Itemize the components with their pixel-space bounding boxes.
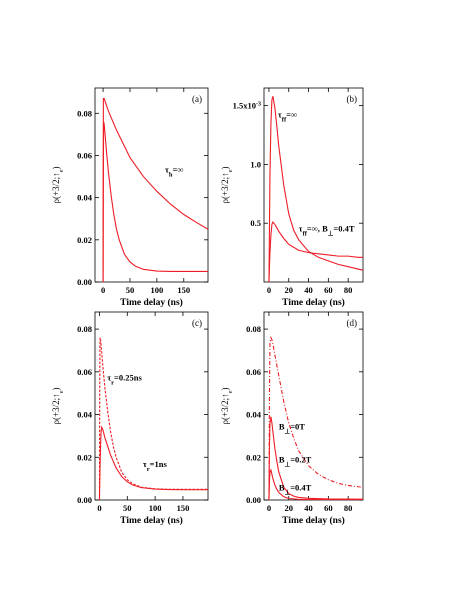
plot-frame xyxy=(94,87,209,283)
x-tick-label: 20 xyxy=(285,285,294,295)
x-tick-label: 40 xyxy=(304,503,313,513)
x-tick-label: 150 xyxy=(177,285,190,295)
x-tick-label: 100 xyxy=(151,285,164,295)
y-tick-label: 0.04 xyxy=(77,410,93,420)
x-tick-label: 0 xyxy=(267,503,271,513)
plot-frame xyxy=(263,87,364,283)
series-line-1 xyxy=(268,96,363,282)
x-axis-label: Time delay (ns) xyxy=(282,297,345,308)
annotation-label: B⊥=0.2T xyxy=(279,455,312,469)
x-tick-label: 0 xyxy=(101,285,105,295)
x-tick-label: 60 xyxy=(324,503,333,513)
y-tick-label: 0.08 xyxy=(77,324,92,334)
y-axis-label: ρ(+3/2;↑e) xyxy=(51,167,65,204)
panel-label: (a) xyxy=(192,94,202,104)
y-tick-label: 0.00 xyxy=(246,495,261,505)
y-axis-label: ρ(+3/2;↑e) xyxy=(51,388,65,425)
series-line-1 xyxy=(98,337,208,500)
y-tick-label: 0.06 xyxy=(77,367,92,377)
series-line-3 xyxy=(268,468,363,500)
y-tick-label: 0.5 xyxy=(250,218,261,228)
y-tick-label: 0.00 xyxy=(77,495,92,505)
plot-frame xyxy=(94,311,209,501)
y-tick-label: 1.0 xyxy=(250,159,261,169)
series-line-2 xyxy=(98,425,208,500)
y-tick-label: 0.04 xyxy=(77,193,93,203)
series-line-2 xyxy=(268,416,363,500)
series-line-1 xyxy=(268,335,363,500)
y-tick-label: 0.02 xyxy=(77,452,92,462)
x-axis-label: Time delay (ns) xyxy=(120,297,183,308)
x-tick-label: 0 xyxy=(97,503,101,513)
x-tick-label: 50 xyxy=(126,285,135,295)
y-tick-label: 0.02 xyxy=(246,452,261,462)
y-tick-label: 1.5x10-3 xyxy=(233,101,261,111)
x-tick-label: 20 xyxy=(285,503,294,513)
y-tick-label: 0.02 xyxy=(77,235,92,245)
annotation-label: τff=∞ xyxy=(278,109,297,123)
annotation-label: τh=∞ xyxy=(165,164,183,178)
annotation-label: τff=∞, B⊥=0.4T xyxy=(299,223,355,237)
series-line-2 xyxy=(102,97,208,282)
chart-panel-b: 0 20 40 60 80 0.5 1.0 1.5x10-3 Time delay (ns) ρ(… xyxy=(220,87,364,308)
y-tick-label: 0.08 xyxy=(246,324,261,334)
x-tick-label: 80 xyxy=(344,285,353,295)
y-axis-label: ρ(+3/2;↑e) xyxy=(220,167,234,204)
x-axis-label: Time delay (ns) xyxy=(282,515,345,526)
panel-label: (d) xyxy=(347,318,358,328)
x-tick-label: 80 xyxy=(344,503,353,513)
chart-panel-d: 0 20 40 60 80 0.00 0.02 0.04 0.06 0.08 Time delay … xyxy=(220,311,364,526)
x-tick-label: 40 xyxy=(304,285,313,295)
x-tick-label: 100 xyxy=(149,503,162,513)
y-tick-label: 0.06 xyxy=(77,150,92,160)
series-line-2 xyxy=(268,220,363,282)
y-tick-label: 0.00 xyxy=(77,277,92,287)
chart-panel-a: 0 50 100 150 0.00 0.02 0.04 0.06 0.08 Time delay … xyxy=(51,87,209,308)
annotation-label: τr=1ns xyxy=(143,459,168,473)
x-tick-label: 60 xyxy=(324,285,333,295)
x-axis-label: Time delay (ns) xyxy=(120,515,183,526)
annotation-label: τr=0.25ns xyxy=(107,372,142,386)
series-line-1 xyxy=(102,121,208,282)
y-tick-label: 0.08 xyxy=(77,108,92,118)
y-tick-label: 0.06 xyxy=(246,367,261,377)
y-axis-label: ρ(+3/2;↑e) xyxy=(220,388,234,425)
x-tick-label: 150 xyxy=(177,503,190,513)
annotation-label: B⊥=0.4T xyxy=(279,482,312,496)
panel-label: (c) xyxy=(192,318,202,328)
panel-label: (b) xyxy=(347,94,358,104)
x-tick-label: 50 xyxy=(123,503,132,513)
y-tick-label: 0.04 xyxy=(246,410,262,420)
annotation-label: B⊥=0T xyxy=(279,422,305,436)
x-tick-label: 0 xyxy=(267,285,271,295)
chart-panel-c: 0 50 100 150 0.00 0.02 0.04 0.06 0.08 Time delay … xyxy=(51,311,209,526)
